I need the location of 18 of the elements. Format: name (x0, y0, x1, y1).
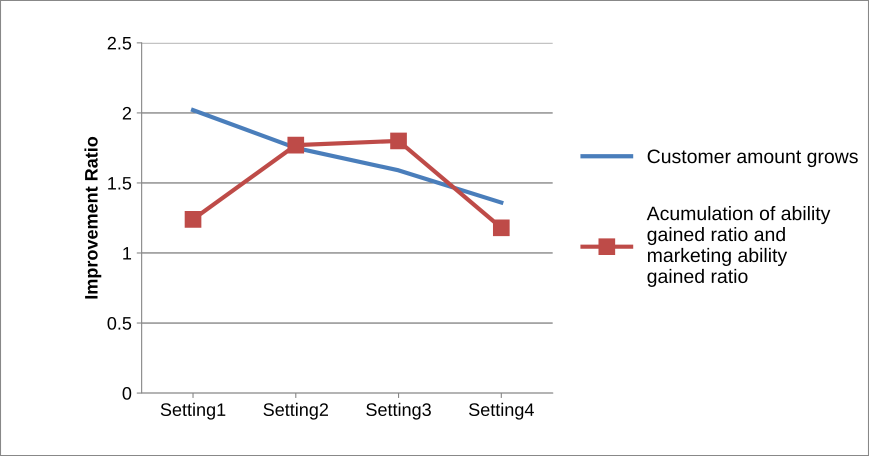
y-tick-label: 1 (123, 247, 132, 260)
point (390, 132, 407, 150)
line-series (190, 108, 504, 205)
x-tick-label: Setting2 (263, 402, 328, 420)
legend-label: Customer amount grows (648, 149, 858, 168)
y-tick-label: 0.5 (108, 316, 132, 330)
y-tick-label: 2.5 (108, 36, 132, 50)
y-tick-label: 0 (122, 387, 132, 400)
legend-label: Acumulation of ability gained ratio and marketing ability gained ratio (646, 206, 830, 287)
x-tick-label: Setting3 (366, 402, 431, 420)
x-tick-label: Setting4 (469, 402, 534, 420)
y-axis-title: Improvement Ratio (84, 136, 102, 299)
x-tick-label: Setting1 (160, 402, 226, 420)
y-tick-label: 2 (122, 106, 132, 120)
point (184, 211, 202, 228)
point (492, 219, 510, 236)
point (287, 136, 304, 154)
y-tick-label: 1.5 (108, 177, 132, 190)
